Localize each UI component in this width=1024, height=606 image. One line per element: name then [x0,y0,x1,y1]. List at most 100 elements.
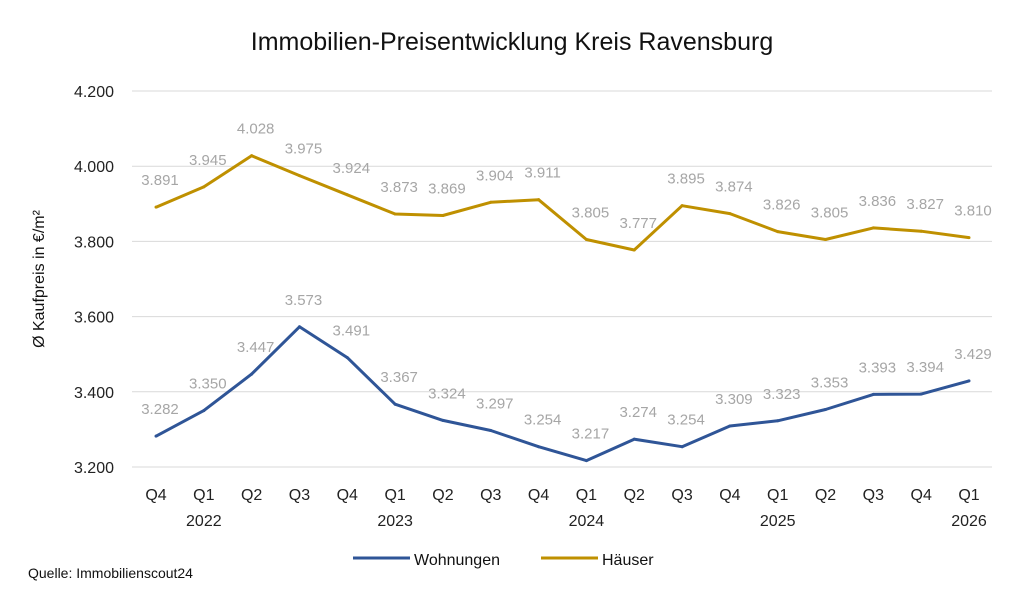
x-tick-label: Q1 [384,487,405,504]
data-point-wohnungen [441,418,445,422]
data-label-wohnungen: 3.491 [333,323,371,340]
y-tick-label: 3.200 [74,460,114,477]
data-label-wohnungen: 3.323 [763,386,801,403]
data-point-wohnungen [728,424,732,428]
x-tick-label: Q1 [576,487,597,504]
data-label-haeuser: 4.028 [237,121,275,138]
data-point-wohnungen [871,392,875,396]
data-label-haeuser: 3.810 [954,203,992,220]
x-tick-label: Q4 [145,487,166,504]
legend-label-haeuser: Häuser [602,552,654,569]
data-label-haeuser: 3.869 [428,180,466,197]
data-point-haeuser [297,174,301,178]
data-point-wohnungen [919,392,923,396]
data-point-wohnungen [537,445,541,449]
x-year-label: 2024 [569,513,605,530]
data-point-haeuser [776,230,780,234]
x-year-label: 2025 [760,513,796,530]
data-label-wohnungen: 3.353 [811,374,849,391]
data-point-wohnungen [584,459,588,463]
x-tick-label: Q2 [241,487,262,504]
data-label-wohnungen: 3.324 [428,385,466,402]
y-tick-label: 4.000 [74,159,114,176]
data-point-haeuser [584,238,588,242]
data-label-haeuser: 3.904 [476,167,514,184]
data-label-haeuser: 3.895 [667,171,705,188]
x-tick-label: Q1 [767,487,788,504]
data-point-wohnungen [776,419,780,423]
series-line-haeuser [155,154,970,252]
x-tick-label: Q2 [432,487,453,504]
data-point-haeuser [393,212,397,216]
series-line-wohnungen [155,325,970,463]
data-label-haeuser: 3.924 [333,160,371,177]
data-point-wohnungen [967,379,971,383]
data-labels: 3.282 3.350 3.447 3.573 3.491 3.367 3.324 3.297… [141,121,992,443]
data-label-wohnungen: 3.429 [954,346,992,363]
y-tick-label: 3.400 [74,385,114,402]
data-point-haeuser [680,204,684,208]
x-tick-label: Q3 [671,487,692,504]
data-point-wohnungen [250,372,254,376]
legend: Wohnungen Häuser [353,552,654,569]
data-point-wohnungen [297,325,301,329]
x-tick-label: Q3 [480,487,501,504]
data-point-wohnungen [393,402,397,406]
data-label-haeuser: 3.874 [715,179,753,196]
data-label-wohnungen: 3.573 [285,292,323,309]
data-point-wohnungen [345,356,349,360]
data-point-haeuser [250,154,254,158]
data-point-haeuser [871,226,875,230]
x-axis-ticks: Q4 Q1 Q2 Q3 Q4 Q1 Q2 Q3 Q4 Q1 Q2 Q3 Q4 Q1 Q2 Q3 Q4 Q1 2022… [145,487,987,530]
data-point-wohnungen [202,409,206,413]
data-label-wohnungen: 3.309 [715,391,753,408]
data-label-haeuser: 3.873 [380,179,418,196]
legend-label-wohnungen: Wohnungen [414,552,500,569]
x-tick-label: Q1 [958,487,979,504]
y-axis-label: Ø Kaufpreis in €/m² [31,209,48,348]
x-tick-label: Q2 [815,487,836,504]
x-year-label: 2023 [377,513,413,530]
data-label-wohnungen: 3.394 [906,359,944,376]
data-point-haeuser [632,248,636,252]
chart-title: Immobilien-Preisentwicklung Kreis Ravens… [251,28,773,56]
data-label-haeuser: 3.826 [763,197,801,214]
data-point-haeuser [728,212,732,216]
data-point-haeuser [345,193,349,197]
data-label-haeuser: 3.836 [859,193,897,210]
x-tick-label: Q3 [863,487,884,504]
x-tick-label: Q4 [337,487,358,504]
data-label-wohnungen: 3.297 [476,396,514,413]
data-label-haeuser: 3.945 [189,152,227,169]
data-label-wohnungen: 3.447 [237,339,275,356]
data-label-haeuser: 3.891 [141,172,179,189]
data-label-haeuser: 3.975 [285,141,323,158]
data-label-wohnungen: 3.350 [189,376,227,393]
data-label-haeuser: 3.911 [524,165,560,182]
x-tick-label: Q3 [289,487,310,504]
data-label-wohnungen: 3.254 [524,412,562,429]
data-label-haeuser: 3.805 [572,205,610,222]
data-point-wohnungen [489,429,493,433]
data-point-haeuser [202,185,206,189]
data-point-wohnungen [154,434,158,438]
x-tick-label: Q1 [193,487,214,504]
data-label-wohnungen: 3.254 [667,412,705,429]
data-point-wohnungen [824,407,828,411]
data-point-wohnungen [680,445,684,449]
y-axis-ticks: 3.200 3.400 3.600 3.800 4.000 4.200 [74,84,114,477]
data-label-wohnungen: 3.274 [619,404,657,421]
x-year-label: 2022 [186,513,222,530]
y-tick-label: 3.800 [74,234,114,251]
gridlines [132,90,992,468]
y-tick-label: 3.600 [74,310,114,327]
x-tick-label: Q4 [911,487,932,504]
data-point-haeuser [537,198,541,202]
x-tick-label: Q2 [624,487,645,504]
data-label-wohnungen: 3.393 [859,359,897,376]
x-tick-label: Q4 [528,487,549,504]
data-label-wohnungen: 3.367 [380,369,418,386]
data-label-haeuser: 3.827 [906,196,944,213]
data-point-haeuser [967,236,971,240]
